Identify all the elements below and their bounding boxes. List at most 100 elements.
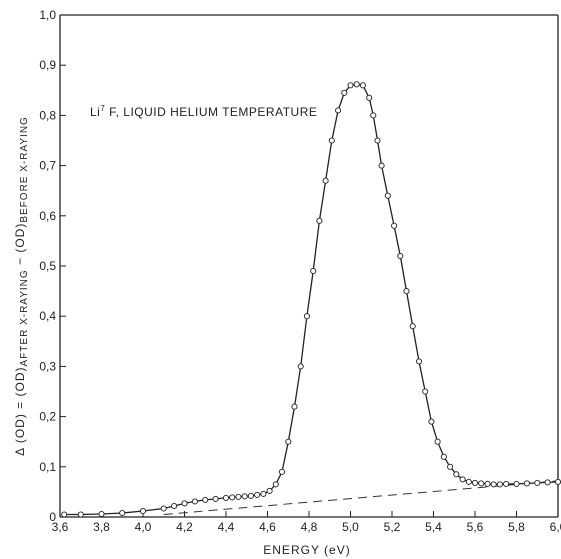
data-point <box>266 487 273 494</box>
series-line <box>64 83 559 516</box>
data-point <box>328 137 335 144</box>
data-point <box>291 403 298 410</box>
x-tick-label: 6,0 <box>550 520 561 534</box>
data-point <box>378 162 385 169</box>
y-tick-label: 0,1 <box>39 460 56 474</box>
y-tick-label: 0 <box>49 510 56 524</box>
data-point <box>513 480 520 487</box>
data-point <box>285 438 292 445</box>
y-tick-label: 0,9 <box>39 58 56 72</box>
data-point <box>453 471 460 478</box>
x-axis-title: ENERGY (eV) <box>263 543 350 557</box>
x-tick-label: 5,8 <box>508 520 525 534</box>
data-point <box>370 112 377 119</box>
data-point <box>490 481 497 488</box>
annotation-superscript: 7 <box>100 104 105 113</box>
data-point <box>503 480 510 487</box>
data-point <box>77 511 84 518</box>
data-point <box>347 82 354 89</box>
x-tick-label: 5,2 <box>384 520 401 534</box>
data-point <box>359 82 366 89</box>
data-point <box>278 468 286 475</box>
baseline-dashed-line <box>163 480 559 515</box>
data-point <box>409 323 416 330</box>
data-point <box>119 509 126 517</box>
y-tick-label: 0,4 <box>39 309 56 323</box>
data-point <box>415 358 423 365</box>
x-tick-label: 4,4 <box>218 520 235 534</box>
data-point <box>384 192 391 199</box>
data-point <box>160 505 167 512</box>
data-point <box>434 438 441 445</box>
data-point <box>471 479 479 486</box>
data-point <box>391 222 398 229</box>
x-tick-label: 4,8 <box>301 520 318 534</box>
data-point <box>98 510 105 518</box>
data-point <box>554 478 561 485</box>
y-title-lhs: Δ (OD) = (OD) <box>13 366 27 455</box>
data-point <box>139 507 147 515</box>
axes <box>59 14 559 518</box>
data-point <box>310 267 317 275</box>
data-point <box>403 288 410 295</box>
data-point <box>534 479 541 486</box>
data-point <box>465 478 472 485</box>
data-point <box>496 481 503 488</box>
data-point <box>202 496 209 503</box>
chart-annotation: Li7 F, LIQUID HELIUM TEMPERATURE <box>90 104 317 119</box>
data-point <box>241 493 248 500</box>
x-tick-label: 3,6 <box>52 520 69 534</box>
x-tick-label: 5,0 <box>342 520 359 534</box>
y-title-after-subscript: AFTER X-RAYING <box>19 269 30 366</box>
x-tick-label: 5,6 <box>467 520 484 534</box>
data-point <box>229 494 236 501</box>
x-tick-label: 4,2 <box>176 520 193 534</box>
y-title-minus: − (OD) <box>13 223 27 270</box>
data-point <box>297 363 304 370</box>
data-point <box>322 177 329 184</box>
data-point <box>303 313 310 320</box>
data-point <box>181 500 188 507</box>
data-point <box>260 490 267 497</box>
y-tick-label: 1,0 <box>39 8 56 22</box>
data-point <box>447 463 454 470</box>
data-point <box>191 498 198 505</box>
x-axis-ticks: 3,6 3,8 4,0 4,2 4,4 4,6 4,8 5,0 5,2 5,4 5,6 5,8 6,0 <box>52 511 561 534</box>
data-point <box>353 81 360 88</box>
data-point <box>316 217 323 224</box>
y-tick-label: 0,2 <box>39 410 56 424</box>
x-tick-label: 5,4 <box>425 520 442 534</box>
data-point <box>440 453 447 460</box>
data-point <box>523 480 530 487</box>
y-tick-label: 0,7 <box>39 159 56 173</box>
data-point <box>235 493 242 500</box>
x-tick-label: 4,0 <box>135 520 152 534</box>
y-tick-label: 0,8 <box>39 108 56 122</box>
y-tick-label: 0,6 <box>39 209 56 223</box>
data-point <box>459 476 466 483</box>
data-point <box>544 479 551 486</box>
data-point <box>366 94 373 101</box>
data-point <box>272 481 279 488</box>
data-point <box>212 495 219 502</box>
annotation-text: F, LIQUID HELIUM TEMPERATURE <box>105 105 317 119</box>
data-point <box>61 511 68 518</box>
y-tick-label: 0,3 <box>39 359 56 373</box>
data-point <box>422 388 429 395</box>
x-tick-label: 3,8 <box>93 520 110 534</box>
series-group <box>61 81 561 518</box>
data-point <box>254 491 261 498</box>
data-point <box>247 492 254 499</box>
y-tick-label: 0,5 <box>39 259 56 273</box>
data-point <box>397 252 404 260</box>
data-point <box>222 494 230 501</box>
y-title-before-subscript: BEFORE X-RAYING <box>19 116 30 223</box>
data-point <box>478 480 485 487</box>
y-axis-ticks: 0 0,1 0,2 0,3 0,4 0,5 0,6 0,7 0,8 0,9 1,0 <box>39 8 66 524</box>
annotation-prefix: Li <box>90 105 100 119</box>
data-point <box>341 89 348 96</box>
data-point <box>428 418 435 425</box>
data-point <box>335 107 342 114</box>
data-point <box>484 480 491 487</box>
